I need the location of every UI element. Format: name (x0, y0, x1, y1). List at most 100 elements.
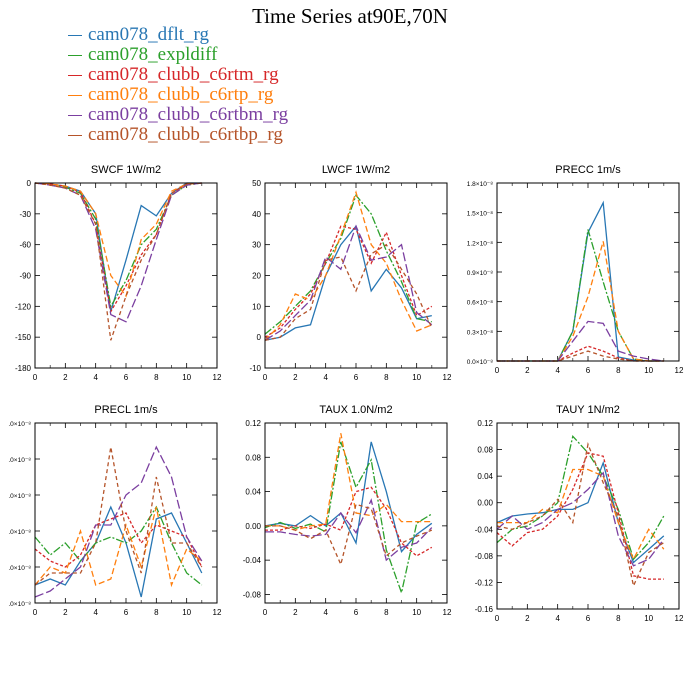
series-line (496, 452, 664, 580)
x-tick-label: 2 (293, 373, 298, 382)
x-tick-label: 12 (443, 608, 452, 617)
series-line (497, 241, 664, 362)
x-tick-label: 4 (555, 366, 560, 375)
x-tick-label: 2 (63, 608, 68, 617)
y-tick-label: -0.08 (243, 590, 262, 599)
series-line (496, 471, 665, 567)
series-line (496, 434, 665, 561)
legend-swatch (68, 74, 82, 77)
legend-label: cam078_expldiff (88, 44, 218, 65)
legend-item: cam078_dflt_rg (68, 24, 209, 46)
x-tick-label: 2 (525, 614, 530, 623)
series-line (34, 182, 202, 312)
y-tick-label: 0 (27, 179, 32, 188)
y-tick-label: .0×10⁻⁸ (8, 421, 31, 428)
series-line (34, 506, 203, 588)
x-tick-label: 4 (323, 608, 328, 617)
x-tick-label: 0 (263, 373, 268, 382)
x-tick-label: 8 (384, 373, 389, 382)
series-line (264, 193, 432, 335)
y-tick-label: 1.8×10⁻⁸ (467, 181, 493, 188)
legend-label: cam078_clubb_c6rtp_rg (88, 84, 274, 105)
y-tick-label: 1.5×10⁻⁸ (467, 211, 493, 218)
x-tick-label: 4 (555, 614, 560, 623)
x-tick-label: 12 (443, 373, 452, 382)
y-tick-label: -0.08 (475, 552, 494, 561)
series-line (264, 224, 433, 341)
y-tick-label: 0.9×10⁻⁸ (467, 270, 493, 277)
x-tick-label: 0 (263, 608, 268, 617)
y-tick-label: -30 (19, 210, 31, 219)
series-line (496, 460, 665, 564)
x-tick-label: 6 (354, 373, 359, 382)
series-line (265, 503, 433, 567)
series-line (34, 182, 202, 323)
series-line (264, 441, 433, 596)
y-tick-label: 0.00 (477, 499, 493, 508)
y-tick-label: 0.00 (245, 522, 261, 531)
x-tick-label: 6 (586, 366, 591, 375)
plot-frame (34, 182, 218, 369)
y-tick-label: -180 (15, 364, 32, 373)
x-tick-label: 10 (644, 614, 653, 623)
y-tick-label: .0×10⁻⁸ (8, 565, 31, 572)
y-tick-label: 1.2×10⁻⁸ (467, 240, 493, 247)
x-tick-label: 4 (93, 608, 98, 617)
y-tick-label: -60 (19, 241, 31, 250)
y-tick-label: 0.12 (477, 419, 493, 428)
legend-swatch (68, 94, 82, 97)
panel-title: TAUY 1N/m2 (556, 404, 620, 416)
legend-swatch (68, 54, 82, 57)
y-tick-label: 0.04 (477, 472, 493, 481)
y-tick-label: 0.6×10⁻⁸ (467, 300, 493, 307)
figure-title: Time Series at90E,70N (252, 4, 448, 28)
plot-frame (496, 182, 680, 362)
panel-title: TAUX 1.0N/m2 (319, 404, 392, 416)
plot-frame (496, 422, 680, 610)
x-tick-label: 0 (33, 373, 38, 382)
series-line (34, 505, 203, 586)
x-tick-label: 4 (323, 373, 328, 382)
x-tick-label: 10 (412, 373, 421, 382)
x-tick-label: 8 (154, 373, 159, 382)
legend-label: cam078_clubb_c6rtbp_rg (88, 124, 283, 145)
series-line (264, 441, 433, 553)
panel-title: SWCF 1W/m2 (91, 164, 161, 176)
y-tick-label: 0.12 (245, 419, 261, 428)
legend-swatch (68, 134, 82, 137)
series-line (34, 512, 203, 568)
x-tick-label: 0 (33, 608, 38, 617)
x-tick-label: 10 (182, 373, 191, 382)
x-tick-label: 12 (675, 614, 684, 623)
series-line (497, 229, 664, 362)
series-line (34, 446, 203, 586)
series-line (34, 182, 202, 341)
y-tick-label: 40 (252, 210, 261, 219)
y-tick-label: -0.12 (475, 578, 494, 587)
legend-item: cam078_clubb_c6rtbp_rg (68, 124, 283, 146)
x-tick-label: 8 (384, 608, 389, 617)
y-tick-label: -150 (15, 333, 32, 342)
x-tick-label: 2 (293, 608, 298, 617)
legend-item: cam078_expldiff (68, 44, 217, 66)
y-tick-label: 0.08 (245, 453, 261, 462)
y-tick-label: 0 (257, 333, 262, 342)
plot-frame (34, 422, 218, 604)
legend-swatch (68, 114, 82, 117)
y-tick-label: .0×10⁻⁸ (8, 601, 31, 608)
y-tick-label: -0.04 (475, 525, 494, 534)
y-tick-label: -120 (15, 302, 32, 311)
x-tick-label: 12 (213, 373, 222, 382)
panel-title: PRECL 1m/s (94, 404, 158, 416)
series-line (265, 433, 432, 531)
series-line (34, 505, 203, 598)
x-tick-label: 6 (354, 608, 359, 617)
legend-label: cam078_clubb_c6rtm_rg (88, 64, 279, 85)
series-line (264, 224, 432, 341)
plot-frame (264, 182, 448, 369)
series-line (34, 445, 203, 598)
x-tick-label: 10 (412, 608, 421, 617)
legend-swatch (68, 34, 82, 37)
y-tick-label: 30 (252, 241, 261, 250)
x-tick-label: 8 (616, 614, 621, 623)
